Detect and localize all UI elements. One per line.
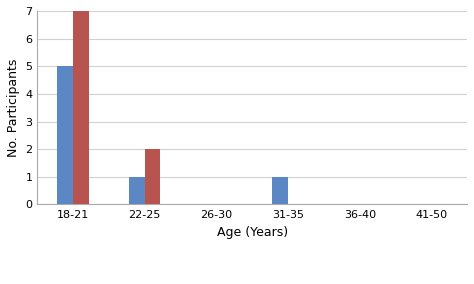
Bar (145, 149, 160, 204)
Bar (73, 11, 89, 204)
Bar (57, 66, 73, 204)
Y-axis label: No. Participants: No. Participants (7, 59, 20, 157)
X-axis label: Age (Years): Age (Years) (217, 225, 288, 239)
Bar (273, 177, 288, 204)
Bar (129, 177, 145, 204)
